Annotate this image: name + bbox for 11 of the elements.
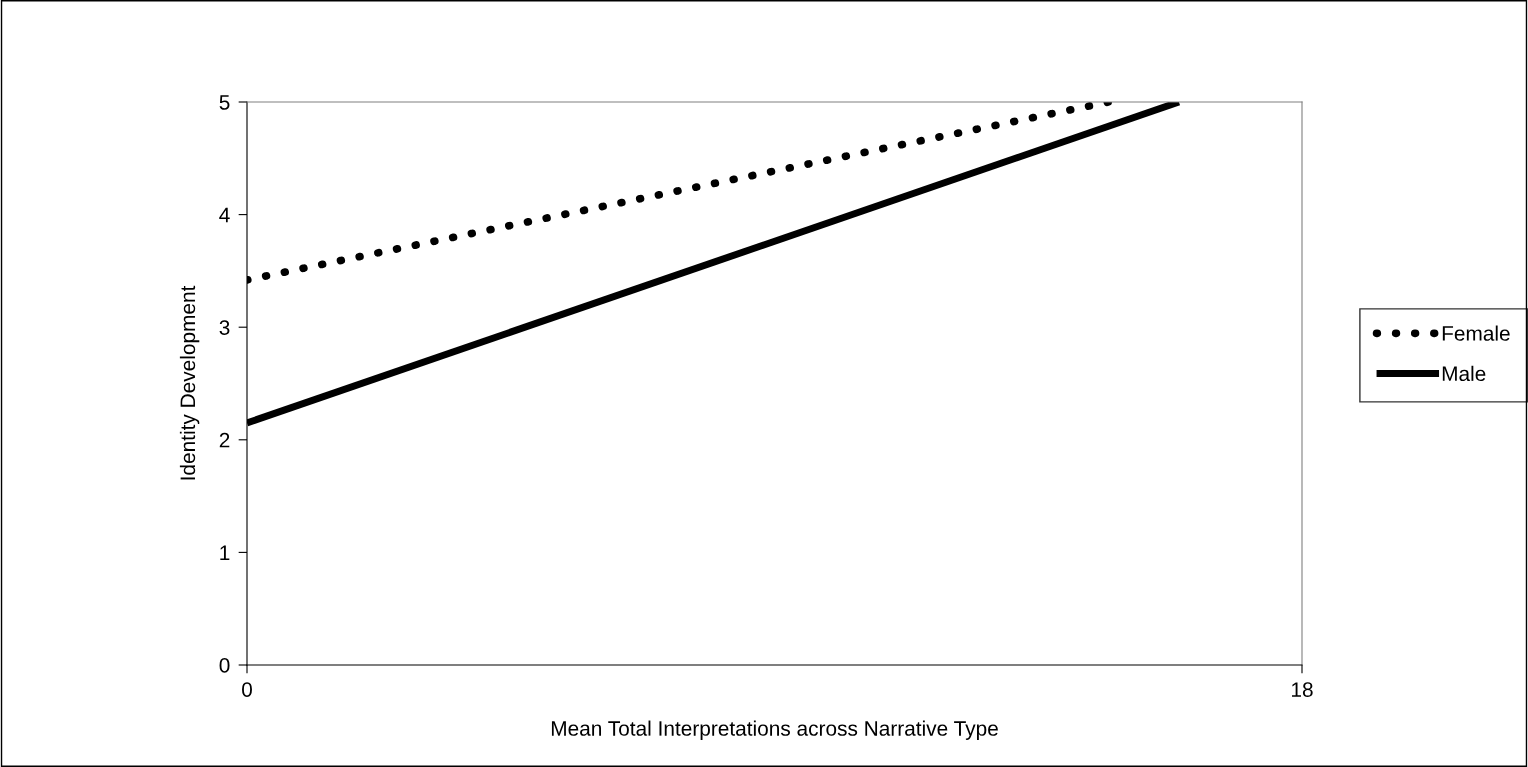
- legend-label: Male: [1442, 365, 1486, 382]
- x-tick-label: 18: [1292, 682, 1313, 697]
- y-tick-label: 2: [219, 432, 230, 448]
- y-tick-label: 0: [219, 658, 230, 673]
- y-tick-label: 3: [219, 320, 230, 335]
- y-tick-label: 4: [219, 207, 230, 223]
- legend-label: Female: [1442, 325, 1510, 341]
- x-axis-title: Mean Total Interpretations across Narrative Type: [551, 720, 998, 740]
- y-tick-label: 1: [220, 545, 230, 560]
- y-axis-title: Identity Development: [179, 285, 200, 480]
- y-tick-label: 5: [219, 95, 230, 110]
